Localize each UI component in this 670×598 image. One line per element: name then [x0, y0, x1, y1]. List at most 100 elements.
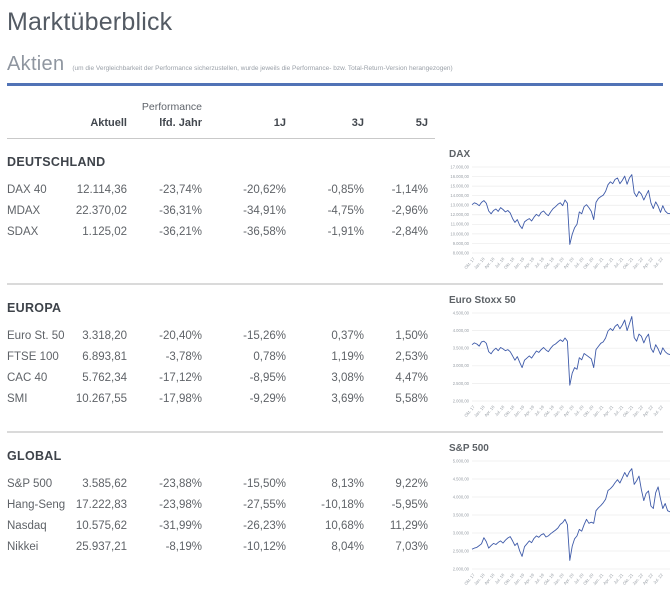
value-cell: -27,55%: [243, 498, 286, 511]
value-cell: 1,19%: [331, 350, 364, 363]
performance-group-row: Performance: [7, 99, 663, 114]
x-axis-tick: Jul. 22: [652, 256, 664, 269]
value-cell: -2,84%: [391, 225, 428, 238]
value-cell: 11,29%: [389, 519, 428, 532]
index-name: Euro St. 50: [7, 329, 65, 342]
table-header-divider: [7, 138, 435, 139]
value-cell: -23,88%: [159, 477, 202, 490]
value-cell: -9,29%: [249, 392, 286, 405]
x-axis-tick: Apr. 21: [602, 256, 615, 270]
column-header: 5J: [415, 117, 428, 129]
table-row: Nikkei 25.937,21 -8,19% -10,12% 8,04% 7,03%: [7, 536, 439, 557]
value-cell: 3.585,62: [82, 477, 127, 490]
value-cell: -20,40%: [159, 329, 202, 342]
index-name: SDAX: [7, 225, 39, 238]
y-axis-tick: 10.000,00: [450, 231, 469, 236]
value-cell: 10.575,62: [75, 519, 127, 532]
table-row: CAC 40 5.762,34 -17,12% -8,95% 3,08% 4,47%: [7, 367, 439, 388]
section-title: DEUTSCHLAND: [7, 155, 106, 169]
value-cell: 0,37%: [331, 329, 364, 342]
value-cell: 17.222,83: [75, 498, 127, 511]
x-axis-tick: Apr. 19: [523, 404, 536, 418]
y-axis-tick: 2.500,00: [453, 548, 470, 553]
column-header: 3J: [351, 117, 364, 129]
y-axis-tick: 5.000,00: [453, 458, 470, 463]
section-europa: EUROPA Euro St. 50 3.318,20 -20,40% -15,26% 0…: [7, 285, 670, 425]
line-series: [471, 316, 670, 386]
y-axis-tick: 3.500,00: [453, 512, 470, 517]
y-axis-tick: 12.000,00: [450, 212, 469, 217]
value-cell: 5,58%: [395, 392, 428, 405]
column-header: 1J: [273, 117, 286, 129]
table-row: SMI 10.267,55 -17,98% -9,29% 3,69% 5,58%: [7, 388, 439, 409]
value-cell: 7,03%: [395, 540, 428, 553]
value-cell: -5,95%: [391, 498, 428, 511]
value-cell: -23,74%: [159, 183, 202, 196]
value-cell: 3,69%: [331, 392, 364, 405]
x-axis-tick: Apr. 22: [642, 572, 655, 586]
section-chart: S&P 500 2.000,00 2.500,00 3.000,00 3.500,00 4…: [439, 439, 670, 593]
section-chart: Euro Stoxx 50 2.000,00 2.500,00 3.000,00 3.5…: [439, 291, 670, 425]
x-axis-tick: Apr. 22: [642, 256, 655, 270]
x-axis-tick: Jul. 22: [652, 404, 664, 417]
y-axis-tick: 13.000,00: [450, 203, 469, 208]
value-cell: -1,14%: [391, 183, 428, 196]
table-row: MDAX 22.370,02 -36,31% -34,91% -4,75% -2,96%: [7, 200, 439, 221]
y-axis-tick: 16.000,00: [450, 174, 469, 179]
section-divider: [7, 431, 663, 433]
section-chart: DAX 8.000,00 9.000,00 10.000,00 11.000,00 12.…: [439, 145, 670, 277]
value-cell: -36,58%: [243, 225, 286, 238]
index-name: CAC 40: [7, 371, 48, 384]
section-title: GLOBAL: [7, 449, 62, 463]
value-cell: -10,12%: [243, 540, 286, 553]
y-axis-tick: 2.500,00: [453, 381, 470, 386]
value-cell: 0,78%: [253, 350, 286, 363]
y-axis-tick: 14.000,00: [450, 193, 469, 198]
value-cell: -17,12%: [159, 371, 202, 384]
index-name: SMI: [7, 392, 28, 405]
table-row: Nasdaq 10.575,62 -31,99% -26,23% 10,68% 11,29…: [7, 515, 439, 536]
x-axis-tick: Apr. 22: [642, 404, 655, 418]
line-series: [471, 468, 670, 561]
column-header-row: Aktuell lfd. Jahr 1J 3J 5J: [7, 114, 663, 132]
accent-rule: [7, 83, 663, 86]
y-axis-tick: 9.000,00: [453, 241, 470, 246]
dax-chart: 8.000,00 9.000,00 10.000,00 11.000,00 12.000…: [450, 164, 670, 270]
value-cell: 1,50%: [395, 329, 428, 342]
chart-title: DAX: [449, 149, 471, 160]
line-series: [471, 174, 670, 245]
value-cell: 25.937,21: [75, 540, 127, 553]
x-axis-tick: Apr. 21: [602, 404, 615, 418]
value-cell: -31,99%: [159, 519, 202, 532]
value-cell: -8,95%: [249, 371, 286, 384]
value-cell: -4,75%: [327, 204, 364, 217]
value-cell: 2,53%: [395, 350, 428, 363]
value-cell: 8,04%: [331, 540, 364, 553]
value-cell: -26,23%: [243, 519, 286, 532]
index-name: Nasdaq: [7, 519, 47, 532]
value-cell: -23,98%: [159, 498, 202, 511]
x-axis-tick: Apr. 19: [523, 256, 536, 270]
value-cell: -1,91%: [327, 225, 364, 238]
value-cell: 8,13%: [331, 477, 364, 490]
section-title: EUROPA: [7, 301, 62, 315]
value-cell: 4,47%: [395, 371, 428, 384]
value-cell: 9,22%: [395, 477, 428, 490]
column-header: Aktuell: [90, 117, 127, 129]
value-cell: -8,19%: [165, 540, 202, 553]
index-name: MDAX: [7, 204, 41, 217]
table-row: S&P 500 3.585,62 -23,88% -15,50% 8,13% 9,22%: [7, 473, 439, 494]
value-cell: 6.893,81: [82, 350, 127, 363]
table-row: Hang-Seng 17.222,83 -23,98% -27,55% -10,18% -…: [7, 494, 439, 515]
value-cell: -15,50%: [243, 477, 286, 490]
chart-title: S&P 500: [449, 443, 489, 454]
value-cell: -34,91%: [243, 204, 286, 217]
value-cell: -36,31%: [159, 204, 202, 217]
page-title: Marktüberblick: [7, 8, 173, 36]
x-axis-tick: Apr. 20: [562, 256, 575, 270]
index-name: DAX 40: [7, 183, 47, 196]
x-axis-tick: Apr. 21: [602, 572, 615, 586]
value-cell: 3.318,20: [82, 329, 127, 342]
value-cell: 10.267,55: [75, 392, 127, 405]
